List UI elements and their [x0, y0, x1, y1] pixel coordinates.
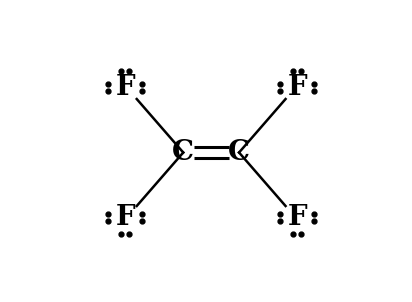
Text: F: F: [115, 74, 135, 101]
Text: F: F: [115, 204, 135, 231]
Text: C: C: [172, 139, 194, 166]
Text: F: F: [288, 74, 307, 101]
Text: C: C: [228, 139, 250, 166]
Text: F: F: [288, 204, 307, 231]
